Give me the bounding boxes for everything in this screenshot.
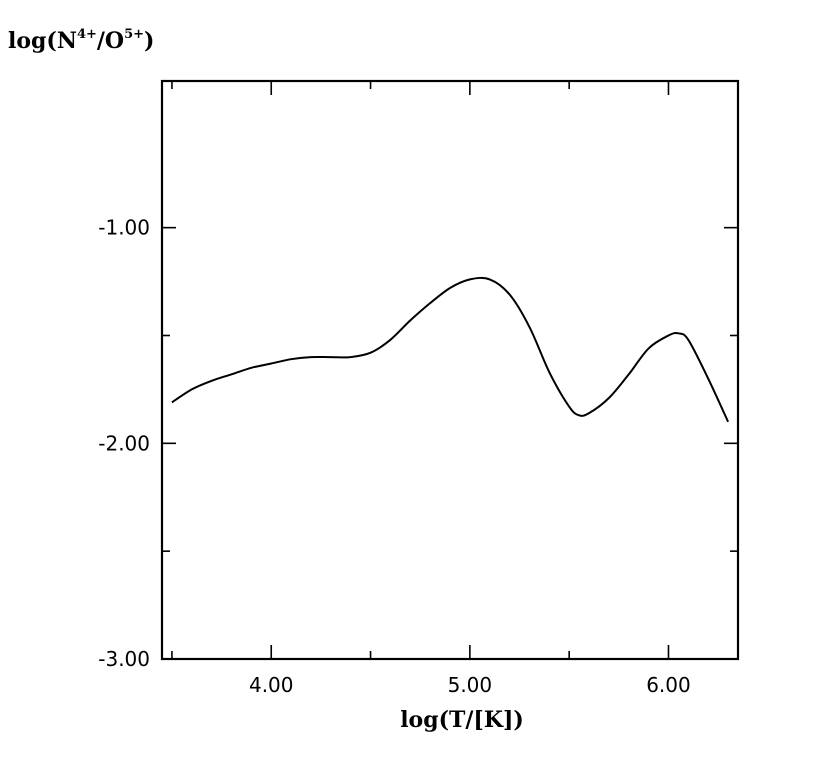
y-tick-label: -2.00 [98,431,150,455]
x-tick-label: 6.00 [646,673,691,697]
y-axis-title: log(N4+/O5+) [8,26,155,54]
tick-marks [162,81,738,660]
y-tick-label: -1.00 [98,216,150,240]
tick-labels: 4.00 5.00 6.00 -1.00 -2.00 -3.00 [98,216,690,697]
x-tick-label: 5.00 [448,673,493,697]
series-line-0 [171,276,730,423]
plot-frame [160,79,740,661]
x-axis-title: log(T/[K]) [400,707,524,733]
x-tick-label: 4.00 [249,673,294,697]
y-tick-label: -3.00 [98,647,150,671]
series-layer [171,276,730,423]
